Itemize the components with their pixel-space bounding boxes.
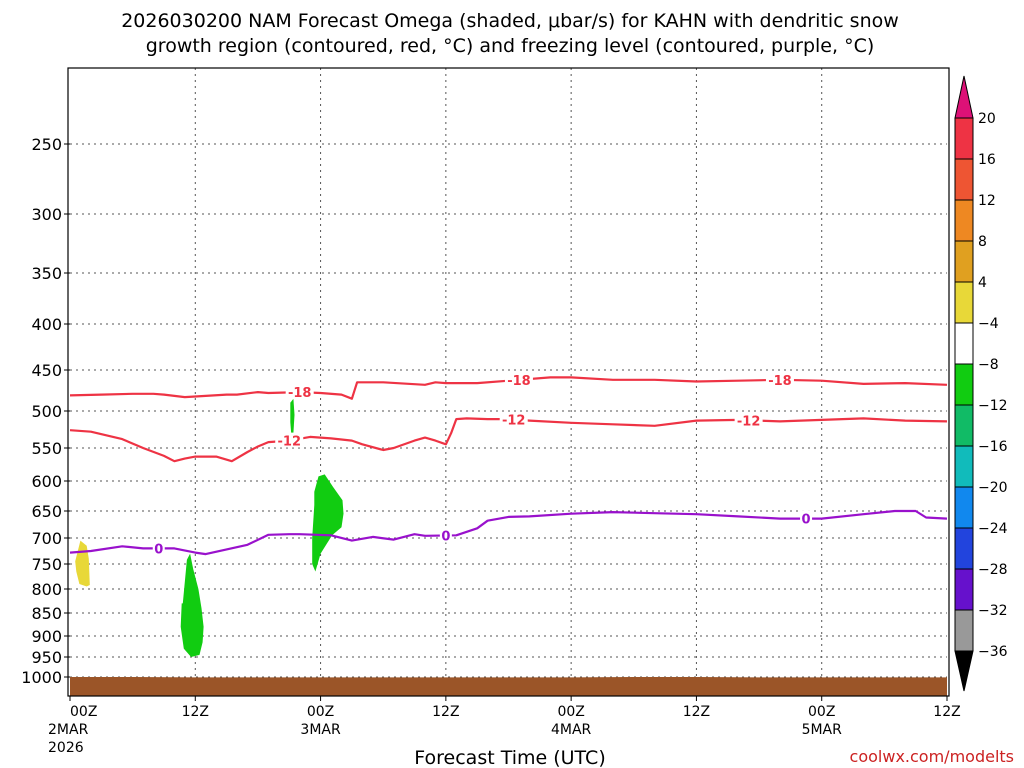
contour-label-bg-1-0 <box>275 432 304 448</box>
contour-label-bg-0-1 <box>504 371 533 387</box>
x-tick-label-5: 12Z <box>683 704 710 720</box>
colorbar-label-6: −8 <box>978 357 999 373</box>
y-tick-label-400: 400 <box>31 315 62 334</box>
contour-label-bg-2-1 <box>439 527 452 543</box>
x-tick-date-0: 2MAR <box>48 722 89 738</box>
x-tick-label-4: 00Z <box>557 704 584 720</box>
colorbar-label-0: 20 <box>978 111 996 127</box>
contour-label-1-2: -12 <box>737 414 761 429</box>
contour-layer <box>69 376 948 556</box>
colorbar-box-9 <box>954 486 974 529</box>
x-tick-label-7: 12Z <box>933 704 960 720</box>
contour-label-bg-0-2 <box>765 371 794 387</box>
y-tick-label-900: 900 <box>31 627 62 646</box>
contour-label-2-0: 0 <box>154 542 163 557</box>
y-tick-label-550: 550 <box>31 439 62 458</box>
contour-line-2 <box>69 509 948 556</box>
green-blob-1 <box>180 553 204 657</box>
x-tick-label-0: 00Z <box>70 704 97 720</box>
colorbar-label-4: 4 <box>978 275 987 291</box>
colorbar-label-7: −12 <box>978 398 1008 414</box>
colorbar-box-8 <box>954 445 974 488</box>
y-axis-ticks: 250 300 350 400 450 500 550 600 650 700 750 800 850 9… <box>21 135 70 687</box>
chart-title-line1: 2026030200 NAM Forecast Omega (shaded, μ… <box>121 10 899 32</box>
colorbar-box-4 <box>954 281 974 324</box>
contour-label-1-0: -12 <box>278 435 302 450</box>
green-blob-2 <box>312 474 344 572</box>
y-tick-label-500: 500 <box>31 402 62 421</box>
colorbar-bottom-cap <box>954 650 974 692</box>
colorbar-box-10 <box>954 527 974 570</box>
colorbar-box-11 <box>954 568 974 611</box>
x-tick-label-3: 12Z <box>432 704 459 720</box>
colorbar-label-8: −16 <box>978 439 1008 455</box>
contour-label-bg-1-2 <box>734 412 763 428</box>
credit-text: coolwx.com/modelts <box>850 747 1014 766</box>
colorbar-box-6 <box>954 363 974 406</box>
y-tick-label-1000: 1000 <box>21 668 62 687</box>
chart-title-line2: growth region (contoured, red, °C) and f… <box>146 35 875 57</box>
y-tick-label-300: 300 <box>31 205 62 224</box>
x-tick-date-4: 4MAR <box>551 722 592 738</box>
y-tick-label-850: 850 <box>31 604 62 623</box>
colorbar-box-7 <box>954 404 974 447</box>
colorbar-label-1: 16 <box>978 152 996 168</box>
surface-fill-layer <box>70 677 947 696</box>
x-tick-date-2: 3MAR <box>300 722 341 738</box>
x-tick-label-6: 00Z <box>808 704 835 720</box>
contour-label-bg-0-0 <box>285 384 314 400</box>
colorbar-label-3: 8 <box>978 234 987 250</box>
y-tick-label-350: 350 <box>31 264 62 283</box>
contour-label-0-1: -18 <box>507 374 531 389</box>
y-tick-label-800: 800 <box>31 580 62 599</box>
x-tick-year-0: 2026 <box>48 740 84 756</box>
green-sliver <box>290 398 295 435</box>
y-tick-label-450: 450 <box>31 361 62 380</box>
contour-label-0-0: -18 <box>288 386 312 401</box>
contour-label-bg-2-2 <box>800 510 813 526</box>
y-tick-label-950: 950 <box>31 648 62 667</box>
colorbar-top-cap <box>954 75 974 119</box>
colorbar-label-11: −28 <box>978 562 1008 578</box>
contour-line-0 <box>69 376 948 400</box>
contour-label-2-2: 0 <box>802 513 811 528</box>
colorbar-box-0 <box>954 117 974 160</box>
x-tick-label-1: 12Z <box>182 704 209 720</box>
y-tick-label-600: 600 <box>31 472 62 491</box>
colorbar-label-9: −20 <box>978 480 1008 496</box>
contour-label-2-1: 0 <box>441 529 450 544</box>
y-tick-label-250: 250 <box>31 135 62 154</box>
contour-label-1-1: -12 <box>502 414 526 429</box>
contour-label-bg-1-1 <box>499 411 528 427</box>
x-tick-date-6: 5MAR <box>802 722 843 738</box>
contour-label-layer: -18 -18 -18 -12 -12 -12 0 0 0 <box>152 371 813 557</box>
y-tick-label-650: 650 <box>31 502 62 521</box>
x-axis-ticks: 00Z 2MAR 2026 12Z 00Z 3MAR 12Z 00Z 4MAR 12Z 00Z 5MA… <box>48 696 961 756</box>
x-tick-label-2: 00Z <box>307 704 334 720</box>
colorbar-box-3 <box>954 240 974 283</box>
plot-frame <box>67 67 950 697</box>
colorbar-box-last <box>954 609 974 652</box>
colorbar-label-10: −24 <box>978 521 1008 537</box>
colorbar-box-5 <box>954 322 974 365</box>
contour-line-1 <box>69 417 948 463</box>
x-axis-title: Forecast Time (UTC) <box>414 747 605 768</box>
surface-ground-fill <box>70 677 947 696</box>
y-tick-label-750: 750 <box>31 555 62 574</box>
colorbar-box-1 <box>954 158 974 201</box>
y-tick-label-700: 700 <box>31 529 62 548</box>
colorbar-label-12: −32 <box>978 603 1008 619</box>
colorbar-label-5: −4 <box>978 316 999 332</box>
colorbar-label-2: 12 <box>978 193 996 209</box>
colorbar: 20 16 12 8 4 −4 −8 −12 −16 −20 −24 −28 −32 −36 <box>954 75 1008 692</box>
colorbar-box-2 <box>954 199 974 242</box>
colorbar-label-13: −36 <box>978 644 1008 660</box>
contour-label-0-2: -18 <box>768 374 792 389</box>
contour-label-bg-2-0 <box>152 540 165 556</box>
